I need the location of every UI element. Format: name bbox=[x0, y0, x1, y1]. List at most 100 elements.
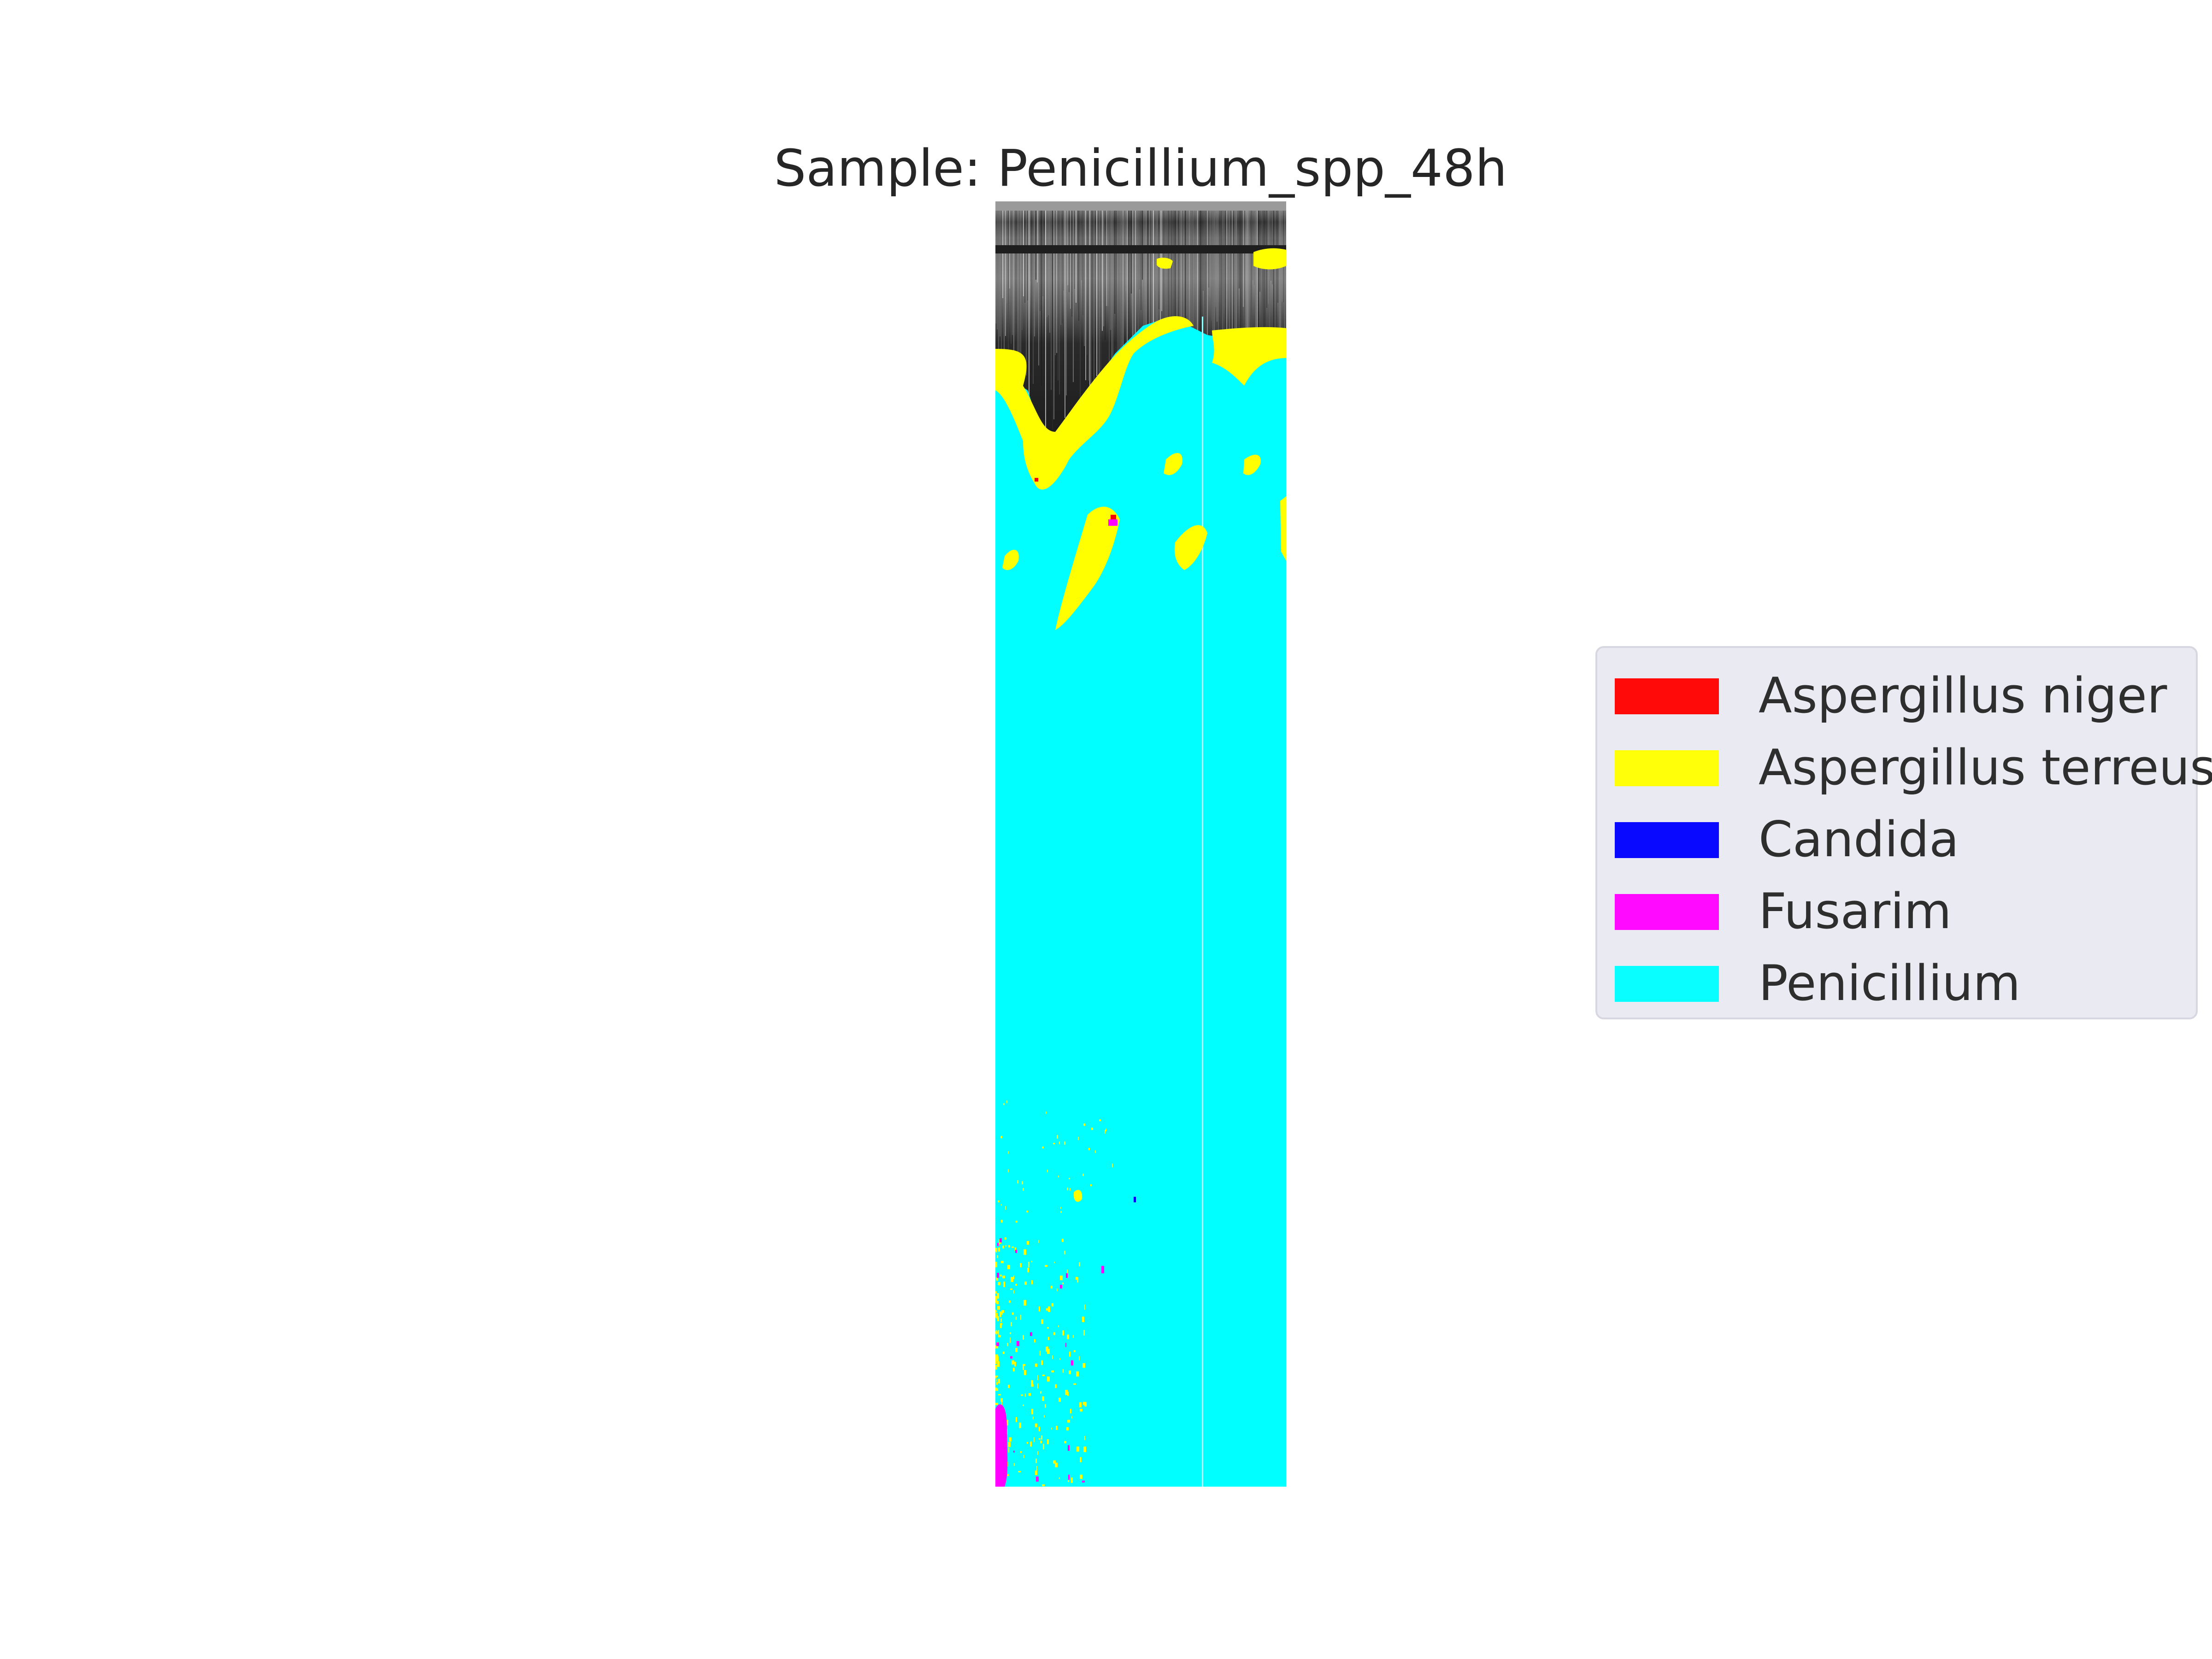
speckle bbox=[1041, 1435, 1042, 1440]
grayscale-stripe bbox=[1058, 211, 1059, 380]
speckle bbox=[1077, 1447, 1079, 1452]
speckle bbox=[1060, 1207, 1061, 1209]
grayscale-stripe bbox=[1027, 211, 1028, 300]
grayscale-stripe bbox=[1175, 211, 1176, 341]
grayscale-stripe bbox=[1153, 211, 1154, 395]
grayscale-stripe bbox=[1013, 211, 1014, 358]
grayscale-stripe bbox=[1120, 211, 1121, 419]
speckle bbox=[1080, 1475, 1082, 1479]
speckle bbox=[1015, 1348, 1018, 1352]
dark-band bbox=[995, 245, 1286, 253]
grayscale-stripe bbox=[1103, 211, 1104, 326]
speckle bbox=[1023, 1335, 1024, 1340]
grayscale-stripe bbox=[1085, 211, 1086, 380]
grayscale-stripe bbox=[1044, 211, 1045, 415]
grayscale-stripe bbox=[1221, 211, 1222, 397]
grayscale-stripe bbox=[1240, 211, 1241, 335]
legend-swatch-penicillium bbox=[1615, 966, 1719, 1002]
grayscale-stripe bbox=[1033, 211, 1034, 384]
grayscale-stripe bbox=[1197, 211, 1198, 366]
grayscale-stripe bbox=[1228, 211, 1229, 306]
grayscale-stripe bbox=[1128, 211, 1129, 351]
speckle bbox=[997, 1255, 998, 1258]
speckle bbox=[1030, 1332, 1032, 1336]
legend: Aspergillus niger Aspergillus terreus Ca… bbox=[1595, 646, 2212, 1019]
speckle bbox=[1037, 1451, 1038, 1455]
speckle bbox=[1039, 1306, 1040, 1312]
speckle bbox=[1007, 1474, 1009, 1476]
chart-title: Sample: Penicillium_spp_48h bbox=[774, 139, 1507, 198]
grayscale-stripe bbox=[1138, 211, 1139, 362]
speckle bbox=[998, 1335, 1001, 1337]
speckle bbox=[996, 1330, 997, 1335]
speckle bbox=[1023, 1366, 1024, 1370]
speckle bbox=[1035, 1459, 1037, 1463]
speckle bbox=[1078, 1137, 1079, 1140]
speckle bbox=[1065, 1390, 1068, 1395]
speckle bbox=[1053, 1332, 1055, 1335]
speckle bbox=[1057, 1288, 1058, 1291]
speckle bbox=[1013, 1276, 1014, 1279]
speckle bbox=[1062, 1282, 1064, 1284]
grayscale-stripe bbox=[1116, 211, 1117, 374]
grayscale-stripe bbox=[1200, 211, 1201, 398]
speckle bbox=[1038, 1240, 1039, 1243]
speckle bbox=[1036, 1466, 1037, 1471]
speckle bbox=[1041, 1360, 1043, 1365]
speckle bbox=[1010, 1288, 1012, 1290]
speckle bbox=[1001, 1310, 1004, 1313]
speckle bbox=[1043, 1444, 1044, 1449]
speckle bbox=[1037, 1375, 1038, 1380]
speckle bbox=[1095, 1150, 1096, 1153]
grayscale-stripe bbox=[1211, 211, 1212, 321]
speckle bbox=[1001, 1204, 1002, 1206]
speckle bbox=[1009, 1266, 1010, 1269]
speckle bbox=[1063, 1369, 1064, 1373]
speckle bbox=[1009, 1300, 1011, 1303]
grayscale-stripe bbox=[1099, 211, 1100, 384]
speckle bbox=[1064, 1251, 1065, 1254]
speckle bbox=[1002, 1246, 1004, 1248]
speckle bbox=[995, 1376, 997, 1378]
speckle bbox=[995, 1354, 998, 1357]
grayscale-stripe bbox=[1186, 211, 1187, 316]
speckle bbox=[1000, 1318, 1002, 1322]
speckle bbox=[1027, 1268, 1029, 1272]
speckle bbox=[1001, 1261, 1004, 1263]
speckle bbox=[1024, 1370, 1026, 1375]
grayscale-stripe bbox=[1127, 211, 1128, 425]
grayscale-stripe bbox=[1160, 211, 1161, 375]
grayscale-stripe bbox=[1251, 211, 1252, 397]
grayscale-stripe bbox=[1056, 211, 1057, 353]
grayscale-stripe bbox=[1185, 211, 1186, 410]
terreus-patch bbox=[1074, 1190, 1082, 1202]
grayscale-stripe bbox=[1218, 211, 1219, 400]
speckle bbox=[1001, 1400, 1002, 1405]
grayscale-stripe bbox=[1262, 211, 1263, 401]
speckle bbox=[1008, 1385, 1010, 1388]
grayscale-stripe bbox=[995, 211, 996, 324]
speckle bbox=[996, 1277, 998, 1281]
speckle bbox=[1047, 1439, 1049, 1444]
speckle bbox=[995, 1291, 997, 1294]
speckle bbox=[1001, 1220, 1003, 1223]
speckle bbox=[1015, 1250, 1017, 1253]
grayscale-stripe bbox=[1001, 211, 1002, 383]
speckle bbox=[1054, 1262, 1055, 1263]
grayscale-stripe bbox=[1087, 211, 1088, 355]
grayscale-stripe bbox=[1193, 211, 1194, 366]
speckle bbox=[1047, 1170, 1048, 1172]
speckle bbox=[1077, 1198, 1078, 1200]
terreus-patch bbox=[1055, 506, 1120, 630]
speckle bbox=[1064, 1441, 1066, 1443]
speckle bbox=[1010, 1337, 1011, 1343]
grayscale-stripe bbox=[1134, 211, 1135, 373]
speckle bbox=[1056, 1426, 1058, 1430]
speckle bbox=[996, 1317, 997, 1318]
legend-swatch-candida bbox=[1615, 822, 1719, 858]
speckle bbox=[1012, 1312, 1014, 1315]
speckle bbox=[998, 1200, 1000, 1202]
speckle bbox=[1090, 1184, 1092, 1186]
grayscale-stripe bbox=[1273, 211, 1274, 389]
grayscale-stripe bbox=[1247, 211, 1248, 392]
